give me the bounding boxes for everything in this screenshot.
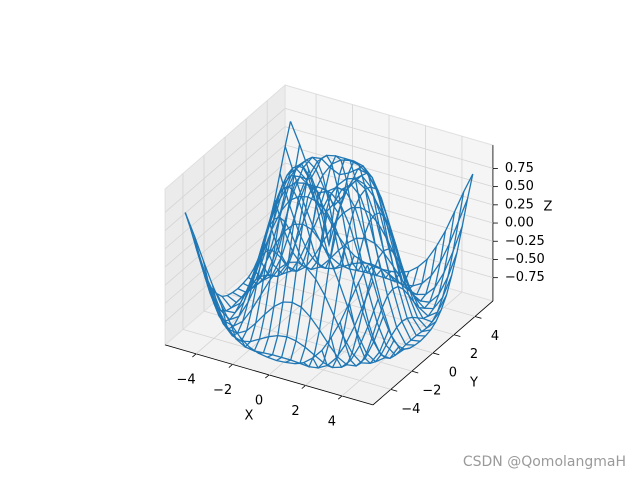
wire-column bbox=[330, 246, 437, 369]
x-axis-label: X bbox=[245, 408, 254, 423]
wire-column bbox=[303, 172, 410, 368]
grid-line bbox=[164, 108, 286, 213]
grid-line bbox=[284, 162, 494, 224]
tick-mark bbox=[265, 374, 270, 379]
wire-column bbox=[366, 173, 474, 350]
tick-mark bbox=[301, 385, 306, 389]
grid-line bbox=[284, 180, 494, 242]
wire-column bbox=[321, 212, 428, 369]
tick-mark bbox=[337, 395, 343, 400]
grid-line bbox=[164, 144, 286, 250]
wire-column bbox=[239, 165, 346, 348]
y-tick-label: −4 bbox=[401, 402, 420, 417]
y-tick-label: −2 bbox=[422, 384, 441, 399]
wire-column bbox=[357, 191, 465, 359]
y-tick-label: 4 bbox=[491, 329, 499, 344]
x-tick-label: 0 bbox=[255, 393, 263, 408]
grid-line bbox=[164, 162, 286, 268]
watermark: CSDN @QomolangmaH bbox=[463, 454, 626, 470]
grid-line bbox=[164, 199, 286, 304]
z-tick-label: −0.75 bbox=[505, 270, 545, 285]
tick-mark bbox=[474, 316, 482, 319]
x-tick-label: 4 bbox=[328, 414, 336, 429]
wire-column bbox=[211, 193, 319, 330]
z-tick-label: 0.00 bbox=[505, 216, 534, 231]
grid-line bbox=[284, 108, 494, 169]
z-tick-label: −0.50 bbox=[505, 252, 545, 267]
z-tick-label: 0.75 bbox=[505, 161, 534, 176]
wire-column bbox=[339, 230, 447, 367]
wire-column bbox=[258, 154, 364, 354]
tick-mark bbox=[453, 334, 461, 337]
x-tick-label: −2 bbox=[213, 383, 232, 398]
grid-line bbox=[164, 180, 286, 286]
y-tick-label: 2 bbox=[470, 347, 478, 362]
x-tick-label: 2 bbox=[291, 404, 299, 419]
tick-mark bbox=[432, 352, 440, 356]
y-axis-label: Y bbox=[469, 375, 478, 390]
y-tick-label: 0 bbox=[449, 365, 457, 380]
tick-mark bbox=[192, 353, 197, 358]
x-tick-label: −4 bbox=[176, 372, 195, 387]
wire-column bbox=[248, 156, 355, 353]
tick-mark bbox=[228, 364, 233, 368]
wire-column bbox=[348, 211, 456, 365]
tick-mark bbox=[390, 389, 398, 392]
wire-column bbox=[312, 186, 419, 369]
wire-column bbox=[267, 154, 374, 358]
grid-line bbox=[284, 144, 494, 206]
grid-line bbox=[284, 126, 494, 188]
z-axis-label: Z bbox=[543, 200, 552, 215]
z-tick-label: −0.25 bbox=[505, 234, 545, 249]
z-tick-label: 0.50 bbox=[505, 179, 534, 194]
z-tick-label: 0.25 bbox=[505, 197, 534, 212]
tick-mark bbox=[411, 370, 419, 374]
wire-column bbox=[276, 157, 383, 362]
